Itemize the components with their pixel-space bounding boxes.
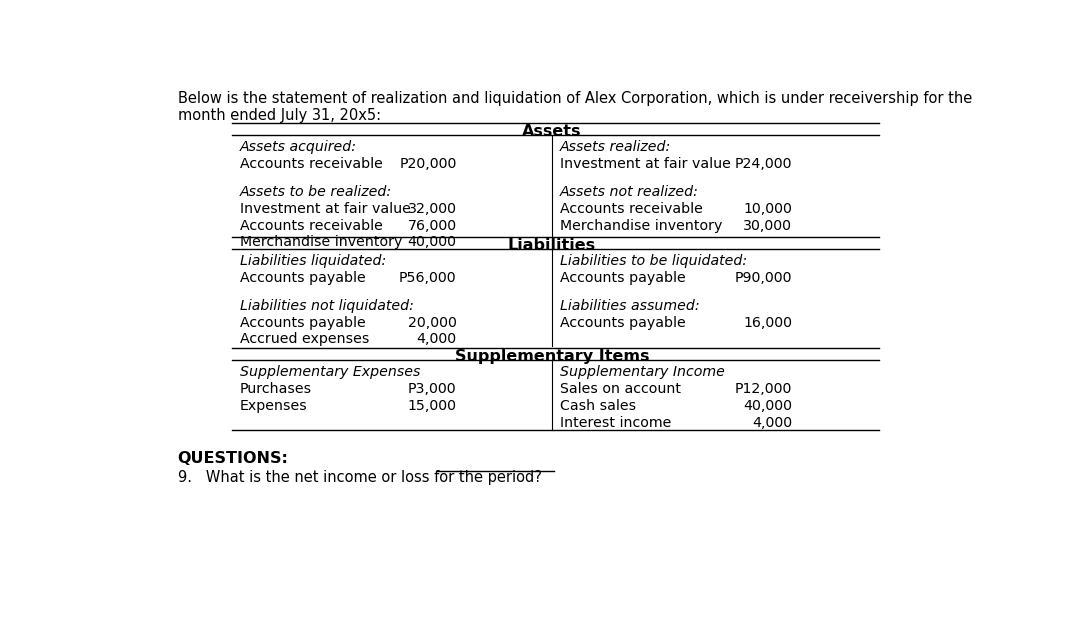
Text: Supplementary Items: Supplementary Items (455, 349, 649, 364)
Text: 32,000: 32,000 (407, 202, 457, 216)
Text: Liabilities assumed:: Liabilities assumed: (559, 299, 700, 313)
Text: P90,000: P90,000 (734, 271, 793, 285)
Text: Assets not realized:: Assets not realized: (559, 184, 699, 198)
Text: Supplementary Income: Supplementary Income (559, 365, 725, 379)
Text: Purchases: Purchases (240, 382, 312, 396)
Text: Assets realized:: Assets realized: (559, 140, 671, 154)
Text: 16,000: 16,000 (743, 316, 793, 330)
Text: 20,000: 20,000 (408, 316, 457, 330)
Text: Accounts payable: Accounts payable (559, 271, 686, 285)
Text: Accounts receivable: Accounts receivable (559, 202, 703, 216)
Text: Liabilities: Liabilities (508, 238, 596, 253)
Text: Accrued expenses: Accrued expenses (240, 332, 369, 347)
Text: 4,000: 4,000 (417, 332, 457, 347)
Text: Below is the statement of realization and liquidation of Alex Corporation, which: Below is the statement of realization an… (177, 91, 972, 123)
Text: Merchandise inventory: Merchandise inventory (240, 235, 402, 249)
Text: Accounts payable: Accounts payable (240, 271, 365, 285)
Text: Cash sales: Cash sales (559, 399, 636, 413)
Text: P12,000: P12,000 (734, 382, 793, 396)
Text: Accounts receivable: Accounts receivable (240, 219, 382, 233)
Text: Merchandise inventory: Merchandise inventory (559, 219, 723, 233)
Text: Liabilities to be liquidated:: Liabilities to be liquidated: (559, 254, 747, 268)
Text: Accounts payable: Accounts payable (559, 316, 686, 330)
Text: 10,000: 10,000 (743, 202, 793, 216)
Text: P20,000: P20,000 (400, 157, 457, 171)
Text: 76,000: 76,000 (407, 219, 457, 233)
Text: Liabilities liquidated:: Liabilities liquidated: (240, 254, 386, 268)
Text: Supplementary Expenses: Supplementary Expenses (240, 365, 420, 379)
Text: Assets acquired:: Assets acquired: (240, 140, 356, 154)
Text: P3,000: P3,000 (408, 382, 457, 396)
Text: 15,000: 15,000 (407, 399, 457, 413)
Text: Liabilities not liquidated:: Liabilities not liquidated: (240, 299, 414, 313)
Text: P56,000: P56,000 (399, 271, 457, 285)
Text: Assets: Assets (523, 124, 582, 139)
Text: Investment at fair value: Investment at fair value (559, 157, 730, 171)
Text: 30,000: 30,000 (743, 219, 793, 233)
Text: Assets to be realized:: Assets to be realized: (240, 184, 392, 198)
Text: 40,000: 40,000 (407, 235, 457, 249)
Text: Interest income: Interest income (559, 416, 671, 430)
Text: 9.   What is the net income or loss for the period?: 9. What is the net income or loss for th… (177, 470, 541, 484)
Text: Accounts receivable: Accounts receivable (240, 157, 382, 171)
Text: P24,000: P24,000 (734, 157, 793, 171)
Text: Accounts payable: Accounts payable (240, 316, 365, 330)
Text: 4,000: 4,000 (752, 416, 793, 430)
Text: Investment at fair value: Investment at fair value (240, 202, 410, 216)
Text: Sales on account: Sales on account (559, 382, 680, 396)
Text: 40,000: 40,000 (743, 399, 793, 413)
Text: QUESTIONS:: QUESTIONS: (177, 451, 288, 466)
Text: Expenses: Expenses (240, 399, 308, 413)
